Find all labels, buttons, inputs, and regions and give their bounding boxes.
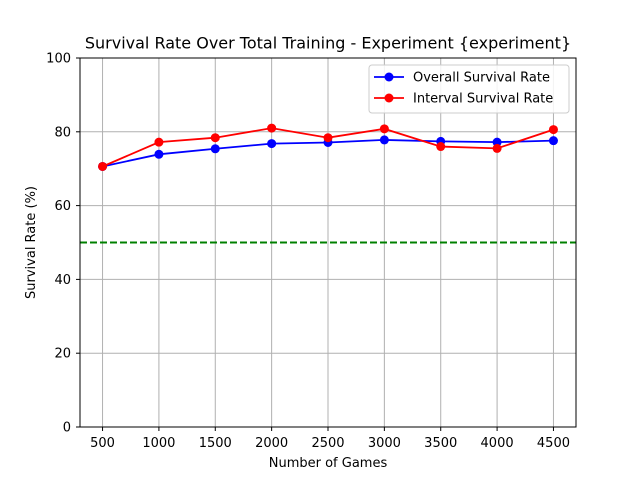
series-2-point [492, 143, 502, 153]
x-axis-label: Number of Games [269, 456, 388, 471]
series-2-point [267, 123, 277, 133]
series-2-point [436, 142, 446, 152]
series-2-point [379, 124, 389, 134]
series-1-point [210, 144, 220, 154]
series-2-point [98, 161, 108, 171]
legend-swatch-marker [384, 72, 394, 82]
x-tick-label: 3000 [368, 436, 401, 451]
y-tick-label: 20 [54, 347, 71, 362]
series-group [98, 123, 558, 171]
x-tick-label: 2000 [255, 436, 288, 451]
x-tick-label: 1000 [142, 436, 175, 451]
y-tick-label: 40 [54, 273, 71, 288]
series-1-point [492, 137, 502, 147]
x-tick-label: 3500 [424, 436, 457, 451]
x-tick-label: 4000 [481, 436, 514, 451]
legend-swatch-marker [384, 93, 394, 103]
y-axis-label: Survival Rate (%) [24, 186, 39, 299]
y-tick-label: 80 [54, 125, 71, 140]
series-1-point [379, 135, 389, 145]
series-1-point [267, 139, 277, 149]
x-tick-label: 500 [90, 436, 115, 451]
series-1-point [548, 136, 558, 146]
chart-title: Survival Rate Over Total Training - Expe… [85, 34, 571, 53]
series-2-point [210, 133, 220, 143]
series-2-point [548, 125, 558, 135]
series-2-point [323, 133, 333, 143]
x-axis: 500 1000 1500 2000 2500 3000 3500 4000 4500 [90, 427, 570, 451]
x-tick-label: 4500 [537, 436, 570, 451]
y-tick-label: 0 [63, 421, 71, 436]
y-tick-label: 60 [54, 199, 71, 214]
legend-frame [368, 64, 570, 114]
x-tick-label: 1500 [199, 436, 232, 451]
y-tick-label: 100 [46, 52, 71, 67]
legend-label: Overall Survival Rate [413, 71, 550, 86]
x-tick-label: 2500 [311, 436, 344, 451]
y-axis: 0 20 40 60 80 100 [46, 52, 80, 436]
legend-label: Interval Survival Rate [413, 92, 553, 107]
legend: Overall Survival Rate Interval Survival R… [368, 64, 570, 114]
series-1-point [154, 149, 164, 159]
series-2-point [154, 137, 164, 147]
